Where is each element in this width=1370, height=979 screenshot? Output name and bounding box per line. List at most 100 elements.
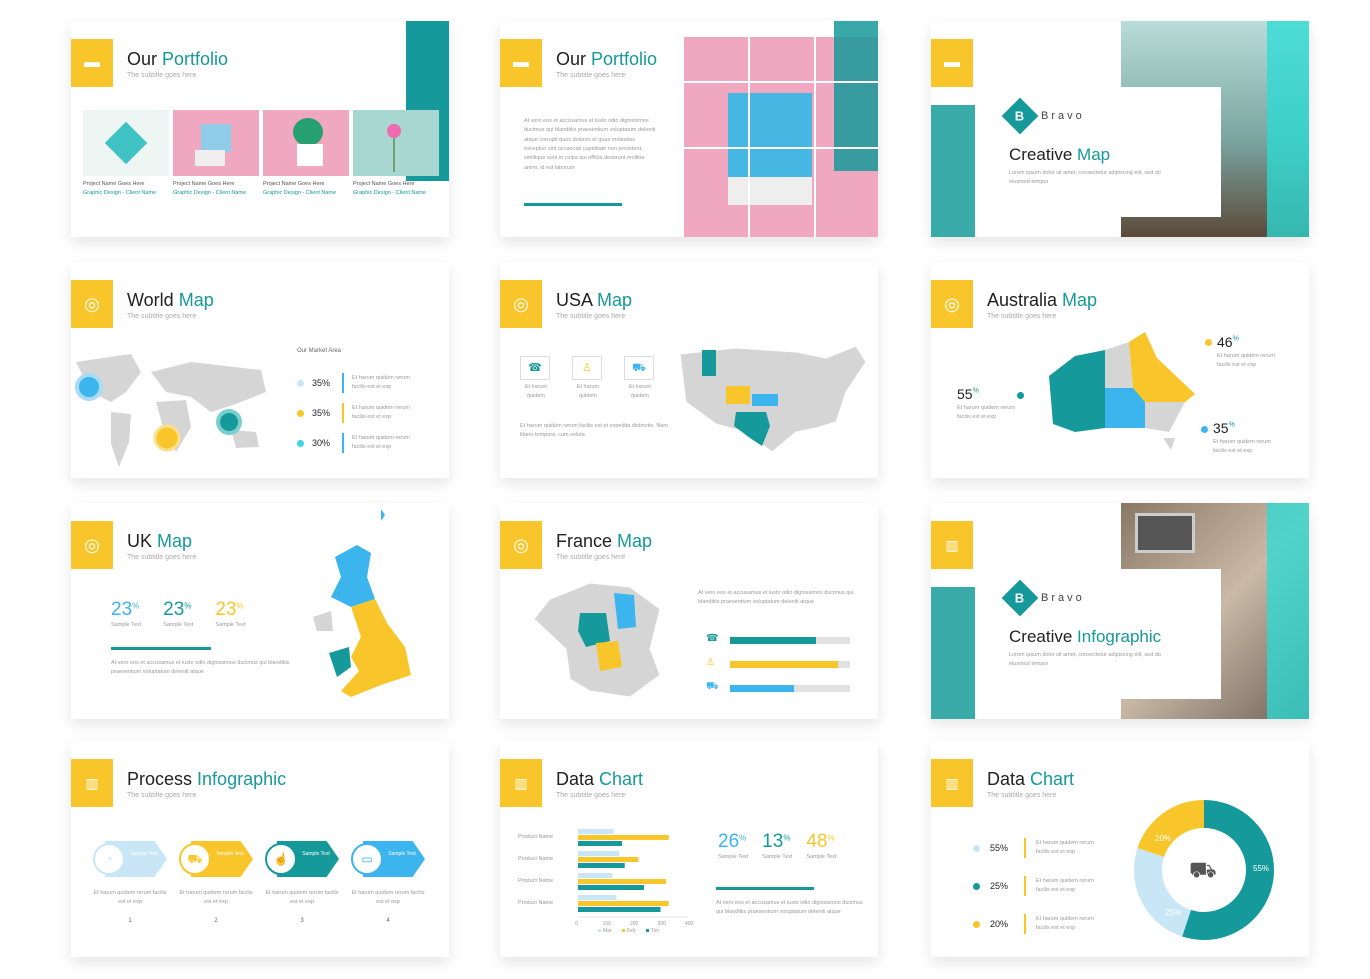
donut-label-25: 25% <box>1165 908 1181 917</box>
portfolio-item[interactable]: Project Name Goes Here Graphic Design - … <box>173 110 259 199</box>
progress-fill <box>730 637 817 644</box>
donut-label-20: 20% <box>1155 834 1171 843</box>
bar-feb <box>578 901 669 906</box>
process-step: ☝ Sample Text Et harum quidem rerum faci… <box>263 839 341 924</box>
legend-item: 25% Et harum quidem rerum facilis est et… <box>973 867 1108 905</box>
bar-feb <box>578 857 639 862</box>
bar-chart: Product Name Product Name Product Name Prod… <box>518 829 694 934</box>
bravo-logo: B Bravo <box>1001 97 1085 135</box>
cart-icon: ⛟ <box>179 843 211 875</box>
market-item: 35% Et harum quidem rerum facilis est et… <box>297 398 422 428</box>
legend-swatch <box>622 929 625 932</box>
market-text: Et harum quidem rerum facilis est et exp <box>352 374 410 390</box>
slide-world-map[interactable]: ◎ World Map The subtitle goes here Our M… <box>71 262 449 478</box>
stat-item: 23% Sample Text <box>163 599 194 628</box>
bar-feb <box>578 835 669 840</box>
australia-map <box>1049 332 1195 450</box>
body-text: At vero eos et accusamus et iusto odio d… <box>716 900 863 916</box>
user-icon: ♙ <box>706 657 715 668</box>
bar-ten <box>578 907 661 912</box>
slide-process-infographic[interactable]: ▥ Process Infographic The subtitle goes … <box>71 741 449 957</box>
stat-dot <box>1201 426 1208 433</box>
slide-france-map[interactable]: ◎ France Map The subtitle goes here At v… <box>500 503 878 719</box>
slide-title: Creative Map <box>1009 145 1111 164</box>
bar-mar <box>578 829 614 834</box>
origami-butterfly-image <box>83 110 169 176</box>
portfolio-item[interactable]: Project Name Goes Here Graphic Design - … <box>83 110 169 199</box>
legend-swatch <box>598 929 601 932</box>
slide-our-portfolio-2[interactable]: ▬ Our Portfolio The subtitle goes here A… <box>500 21 878 237</box>
progress-fill <box>730 685 794 692</box>
project-client: Graphic Design - Client Name <box>263 190 337 197</box>
chart-icon-box: ▥ <box>71 759 113 807</box>
slide-creative-infographic[interactable]: ▥ B Bravo Creative Infographic Lorem ips… <box>931 503 1309 719</box>
portfolio-grid: Project Name Goes Here Graphic Design - … <box>83 110 439 199</box>
chat-icon: ◔ <box>93 843 125 875</box>
cart-icon: ⛟ <box>706 681 719 692</box>
bar-feb <box>578 879 666 884</box>
bar-mar <box>578 851 620 856</box>
chart-stats: 26% Sample Text 13% Sample Text 48% Sample … <box>718 831 837 862</box>
project-name: Project Name Goes Here <box>83 181 145 187</box>
stat-item: 23% Sample Text <box>215 599 246 628</box>
donut-slice-25 <box>1134 800 1274 940</box>
accent-bar <box>111 647 211 650</box>
globe-icon-box: ◎ <box>500 280 542 328</box>
uk-map <box>313 509 411 697</box>
stat-item: 26% Sample Text <box>718 831 749 860</box>
market-text: Et harum quidem rerum facilis est et exp <box>352 434 410 450</box>
slide-data-chart[interactable]: ▥ Data Chart The subtitle goes here Prod… <box>500 741 878 957</box>
france-map <box>533 582 661 698</box>
teal-overlay-strip <box>1267 503 1309 719</box>
divider <box>342 433 344 453</box>
slide-subtitle: The subtitle goes here <box>987 792 1057 799</box>
slide-title: Australia Map <box>987 290 1098 310</box>
slide-usa-map[interactable]: ◎ USA Map The subtitle goes here ☎ Et har… <box>500 262 878 478</box>
globe-icon: ◎ <box>944 293 960 314</box>
bar-chart-icon: ▥ <box>945 536 959 553</box>
chart-icon-box: ▥ <box>500 759 542 807</box>
slide-subtitle: The subtitle goes here <box>987 313 1057 320</box>
trash-icon: ▭ <box>351 843 383 875</box>
origami-bird-image <box>173 110 259 176</box>
slide-title: USA Map <box>556 290 633 310</box>
phone-feature: ☎ Et harum quidem <box>520 356 552 402</box>
slide-title: Our Portfolio <box>556 49 658 69</box>
stat-35: 35% Et harum quidem rerum facilis est et… <box>1201 420 1283 457</box>
legend-swatch <box>646 929 649 932</box>
slide-subtitle: The subtitle goes here <box>127 313 197 320</box>
cart-icon: ⛟ <box>1189 858 1217 883</box>
origami-photo-grid <box>684 21 878 237</box>
white-card: B Bravo Creative Infographic Lorem ipsum… <box>975 569 1221 699</box>
project-client: Graphic Design - Client Name <box>173 190 247 197</box>
slide-data-chart-donut[interactable]: ▥ Data Chart The subtitle goes here 55% … <box>931 741 1309 957</box>
body-text: Lorem ipsum dolor sit amet, consectetur … <box>1009 652 1161 668</box>
bravo-logo: B Bravo <box>1001 579 1085 617</box>
portfolio-item[interactable]: Project Name Goes Here Graphic Design - … <box>353 110 439 199</box>
market-pct: 30% <box>312 438 331 448</box>
phone-icon: ☎ <box>520 356 550 380</box>
stat-item: 23% Sample Text <box>111 599 142 628</box>
project-name: Project Name Goes Here <box>173 181 235 187</box>
slide-subtitle: The subtitle goes here <box>127 554 197 561</box>
slide-creative-map[interactable]: ▬ B Bravo Creative Map Lorem ipsum dolor… <box>931 21 1309 237</box>
divider <box>342 403 344 423</box>
bullet-dot <box>973 920 980 928</box>
france-bars: ☎ ♙ ⛟ <box>706 633 852 707</box>
slide-subtitle: The subtitle goes here <box>556 72 626 79</box>
slide-subtitle: The subtitle goes here <box>127 72 197 79</box>
slide-our-portfolio-1[interactable]: ▬ Our Portfolio The subtitle goes here P… <box>71 21 449 237</box>
bar-ten <box>578 885 644 890</box>
project-client: Graphic Design - Client Name <box>353 190 427 197</box>
project-client: Graphic Design - Client Name <box>83 190 157 197</box>
slide-uk-map[interactable]: ◎ UK Map The subtitle goes here 23% Sampl… <box>71 503 449 719</box>
bravo-logo-icon: B <box>1001 579 1039 617</box>
body-text: At vero eos et accusamus et iusto odio d… <box>111 660 290 676</box>
thumbs-up-icon: ☝ <box>265 843 297 875</box>
portfolio-item[interactable]: Project Name Goes Here Graphic Design - … <box>263 110 349 199</box>
donut-legend: 55% Et harum quidem rerum facilis est et… <box>973 829 1108 943</box>
slide-australia-map[interactable]: ◎ Australia Map The subtitle goes here 4… <box>931 262 1309 478</box>
cart-icon: ⛟ <box>624 356 654 380</box>
bar-mar <box>578 873 613 878</box>
divider <box>1024 876 1026 896</box>
